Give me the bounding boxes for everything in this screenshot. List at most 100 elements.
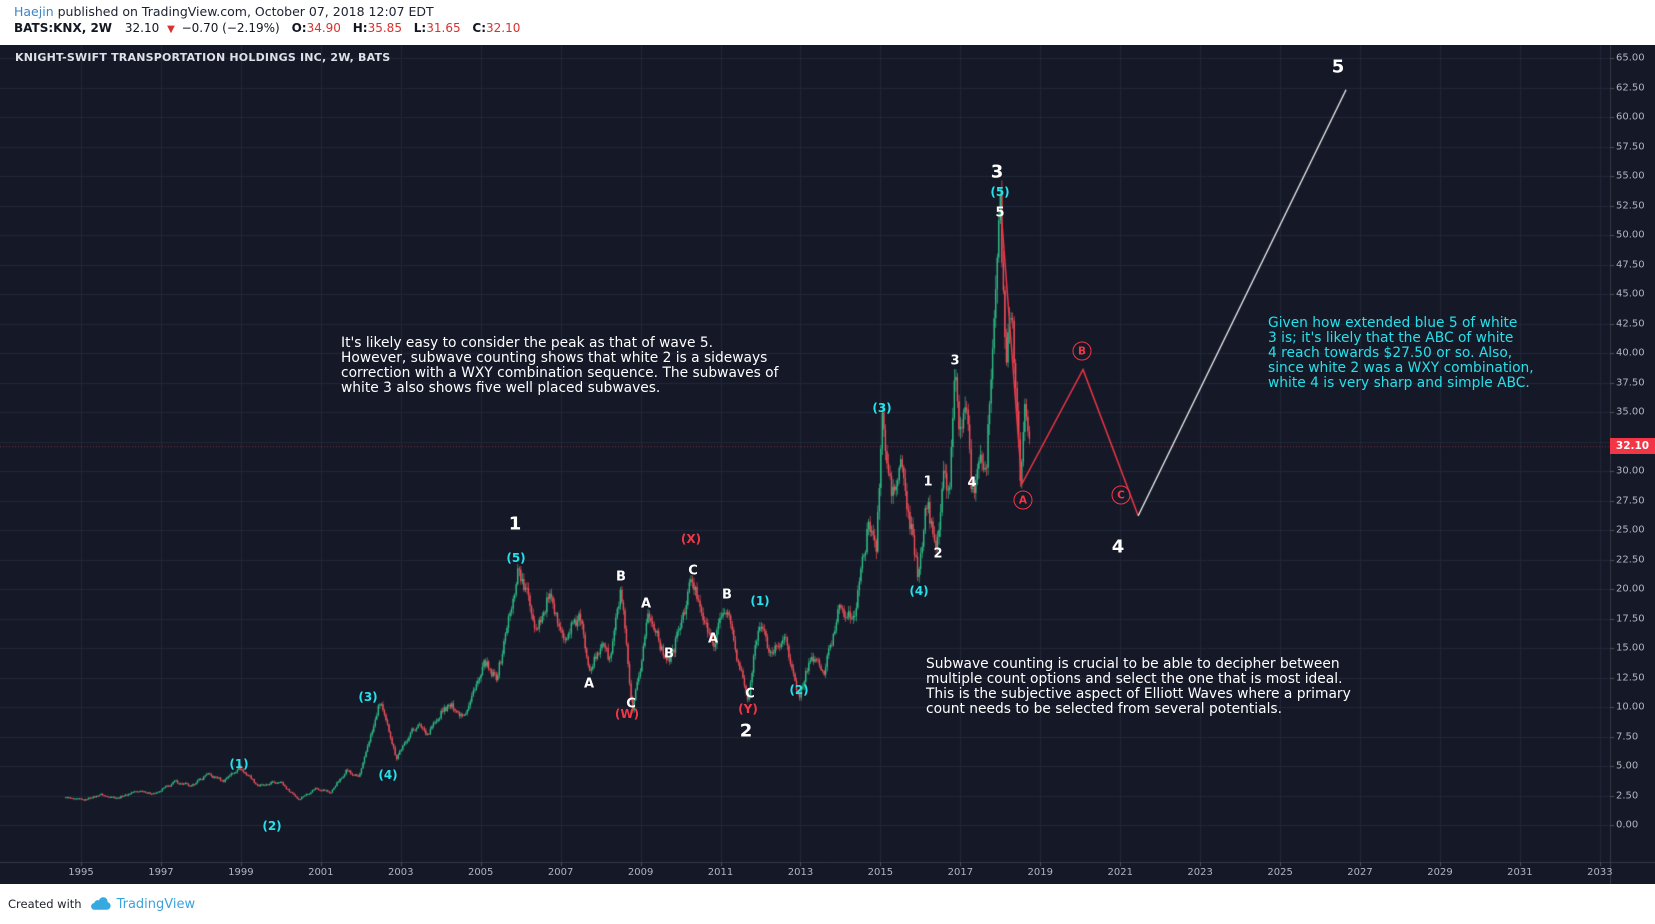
wave-label-5: 5	[995, 205, 1005, 221]
time-axis-label: 2033	[1587, 867, 1613, 878]
time-axis-label: 2013	[787, 867, 814, 878]
wave-label-5: 5	[1331, 56, 1345, 78]
low-label: L:	[413, 21, 427, 35]
wave-label-2: 2	[933, 546, 943, 562]
chart-title: KNIGHT-SWIFT TRANSPORTATION HOLDINGS INC…	[15, 51, 391, 64]
tradingview-wordmark[interactable]: TradingView	[116, 896, 196, 912]
price-axis-label: 5.00	[1616, 760, 1639, 772]
candlestick-chart-canvas[interactable]	[0, 45, 1655, 884]
open-label: O:	[291, 21, 307, 35]
last-price-badge: 32.10	[1610, 438, 1655, 455]
annotation-line: since white 2 was a WXY combination,	[1268, 360, 1534, 376]
wave-label-1: 1	[923, 474, 933, 490]
wave-label-C: C	[626, 696, 636, 712]
price-axis-label: 22.50	[1616, 554, 1645, 565]
price-axis-label: 42.50	[1616, 318, 1645, 329]
down-triangle-icon: ▼	[167, 24, 175, 35]
price-axis-label: 45.00	[1616, 288, 1645, 300]
wave-label-3: 3	[990, 161, 1004, 183]
time-axis-label: 2023	[1187, 867, 1213, 878]
time-axis-label: 2019	[1027, 867, 1053, 878]
annotation-paragraph-right: Given how extended blue 5 of white 3 is; …	[1268, 316, 1534, 391]
wave-label-Y: (Y)	[738, 702, 758, 716]
wave-label-1: (1)	[229, 757, 249, 771]
wave-label-W: (W)	[614, 707, 640, 721]
price-axis-label: 35.00	[1616, 406, 1645, 418]
price-axis-label: 60.00	[1616, 111, 1645, 123]
time-axis-label: 1997	[148, 867, 174, 878]
price-axis-label: 0.00	[1616, 819, 1639, 831]
price-axis-label: 25.00	[1616, 524, 1645, 536]
wave-label-2: (2)	[262, 819, 282, 833]
symbol-label: BATS:KNX, 2W	[14, 21, 113, 35]
wave-label-4: 4	[967, 475, 977, 491]
price-axis-label: 7.50	[1616, 731, 1639, 742]
price-axis-label: 55.00	[1616, 170, 1645, 182]
price-axis-label: 62.50	[1616, 82, 1645, 93]
time-axis-label: 2005	[467, 867, 494, 878]
wave-label-5: (5)	[506, 551, 526, 565]
wave-label-1: (1)	[750, 594, 770, 608]
circled-wave-label-B: B	[1072, 341, 1092, 361]
wave-label-B: B	[664, 646, 674, 662]
byline-text: published on TradingView.com, October 07…	[53, 4, 434, 19]
wave-label-3: (3)	[358, 690, 378, 704]
tradingview-logo-icon[interactable]	[90, 897, 112, 911]
price-axis-label: 50.00	[1616, 229, 1645, 241]
chart-region: KNIGHT-SWIFT TRANSPORTATION HOLDINGS INC…	[0, 45, 1655, 884]
circled-wave-label-A: A	[1013, 490, 1033, 510]
last-price: 32.10	[124, 21, 160, 35]
time-axis-label: 2009	[627, 867, 654, 878]
annotation-line: 3 is; it's likely that the ABC of white	[1268, 330, 1514, 346]
wave-label-B: B	[616, 569, 626, 585]
byline: Haejin published on TradingView.com, Oct…	[14, 4, 434, 19]
price-axis-label: 30.00	[1616, 465, 1645, 477]
price-axis-label: 40.00	[1616, 347, 1645, 359]
wave-label-4: (4)	[378, 768, 398, 782]
price-axis-label: 17.50	[1616, 613, 1645, 624]
wave-label-2: (2)	[789, 683, 809, 697]
low-value: 31.65	[426, 21, 461, 35]
wave-label-3: (3)	[872, 401, 892, 415]
annotation-line: count needs to be selected from several …	[926, 701, 1282, 717]
price-axis-label: 57.50	[1616, 141, 1645, 152]
wave-label-A: A	[707, 631, 719, 647]
header: Haejin published on TradingView.com, Oct…	[0, 0, 1655, 45]
time-axis-label: 2011	[707, 867, 734, 878]
high-label: H:	[352, 21, 368, 35]
wave-label-2: 2	[739, 720, 753, 742]
price-axis-label: 12.50	[1616, 672, 1645, 683]
price-axis-label: 47.50	[1616, 259, 1645, 270]
annotation-paragraph-top: It's likely easy to consider the peak as…	[341, 336, 778, 396]
time-axis-label: 1999	[228, 867, 254, 878]
annotation-line: It's likely easy to consider the peak as…	[341, 335, 714, 351]
price-change: −0.70 (−2.19%)	[181, 21, 280, 35]
wave-label-A: A	[583, 676, 595, 692]
time-axis-label: 2015	[867, 867, 894, 878]
open-value: 34.90	[306, 21, 341, 35]
price-axis-label: 52.50	[1616, 200, 1645, 211]
annotation-line: However, subwave counting shows that whi…	[341, 350, 768, 366]
price-axis-label: 20.00	[1616, 583, 1645, 595]
author-link[interactable]: Haejin	[14, 4, 54, 19]
annotation-paragraph-bottom: Subwave counting is crucial to be able t…	[926, 657, 1351, 717]
price-axis-label: 2.50	[1616, 790, 1639, 801]
footer: Created with TradingView	[0, 884, 1655, 924]
circled-wave-label-C: C	[1111, 485, 1131, 505]
wave-label-1: 1	[508, 513, 522, 535]
wave-label-3: 3	[950, 353, 960, 369]
wave-label-5: (5)	[990, 185, 1010, 199]
close-label: C:	[472, 21, 487, 35]
time-axis-label: 2017	[947, 867, 974, 878]
high-value: 35.85	[367, 21, 402, 35]
time-axis-label: 2027	[1347, 867, 1373, 878]
price-axis-label: 15.00	[1616, 642, 1645, 654]
close-value: 32.10	[486, 21, 521, 35]
time-axis-label: 2007	[547, 867, 574, 878]
time-axis-label: 2001	[308, 867, 334, 878]
annotation-line: correction with a WXY combination sequen…	[341, 365, 779, 381]
wave-label-4: (4)	[909, 584, 929, 598]
annotation-line: white 4 is very sharp and simple ABC.	[1268, 375, 1530, 391]
time-axis-label: 2025	[1267, 867, 1293, 878]
time-axis-label: 1995	[68, 867, 94, 878]
